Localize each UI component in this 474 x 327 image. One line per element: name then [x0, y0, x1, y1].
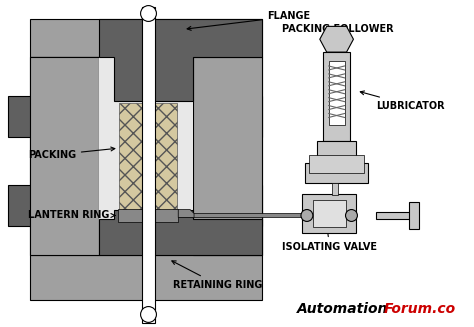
Bar: [193, 57, 263, 255]
Bar: [154, 209, 178, 222]
Bar: [309, 155, 365, 173]
Bar: [8, 185, 102, 226]
Text: LUBRICATOR: LUBRICATOR: [360, 91, 445, 111]
Bar: [30, 57, 99, 255]
Bar: [323, 52, 350, 141]
Bar: [409, 202, 419, 229]
Bar: [8, 96, 102, 137]
Bar: [30, 19, 263, 57]
Bar: [328, 61, 345, 125]
Bar: [313, 200, 346, 227]
Circle shape: [141, 306, 156, 322]
Bar: [160, 96, 263, 137]
Polygon shape: [99, 19, 263, 101]
Bar: [154, 103, 177, 210]
Bar: [118, 209, 143, 222]
Bar: [193, 57, 263, 255]
Circle shape: [141, 6, 156, 22]
Bar: [178, 214, 307, 217]
Text: LANTERN RING: LANTERN RING: [27, 211, 115, 220]
Bar: [142, 7, 155, 323]
Text: Automation: Automation: [297, 301, 388, 316]
Bar: [99, 57, 193, 255]
Bar: [302, 194, 356, 233]
Polygon shape: [178, 210, 194, 217]
Polygon shape: [320, 26, 354, 52]
Bar: [30, 255, 263, 300]
Text: PACKING FOLLOWER: PACKING FOLLOWER: [282, 24, 394, 52]
Bar: [119, 103, 143, 210]
Text: ISOLATING VALVE: ISOLATING VALVE: [282, 228, 377, 252]
Bar: [332, 183, 337, 195]
Text: RETAINING RING: RETAINING RING: [172, 261, 263, 290]
Polygon shape: [99, 210, 263, 255]
Bar: [317, 141, 356, 171]
Circle shape: [346, 210, 357, 221]
Text: FLANGE: FLANGE: [187, 11, 310, 30]
Text: PACKING: PACKING: [27, 147, 115, 160]
Text: Forum.co: Forum.co: [384, 301, 456, 316]
Bar: [305, 163, 368, 183]
Bar: [30, 57, 99, 255]
Bar: [160, 185, 263, 226]
Circle shape: [301, 210, 313, 221]
Bar: [376, 212, 416, 219]
